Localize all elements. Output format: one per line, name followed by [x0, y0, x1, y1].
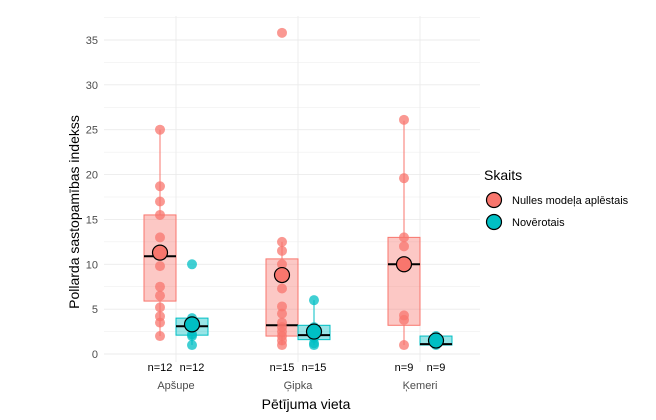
data-point — [399, 340, 409, 351]
y-axis-title: Pollarda sastopamības indekss — [66, 115, 82, 309]
legend-key — [485, 191, 503, 209]
data-point — [155, 181, 165, 192]
mean-marker — [395, 256, 413, 273]
mean-marker — [305, 323, 323, 340]
data-point — [399, 241, 409, 252]
y-tick-label: 30 — [86, 80, 98, 92]
data-point — [155, 311, 165, 322]
data-point — [155, 209, 165, 220]
data-point — [155, 232, 165, 243]
grid-lines — [104, 16, 480, 362]
data-point — [155, 302, 165, 313]
n-labels: n=12 n=15 n=9 n=12 n=15 n=9 — [148, 362, 446, 374]
n-label: n=15 — [270, 362, 295, 374]
mean-marker — [183, 316, 201, 333]
data-point — [309, 295, 319, 306]
legend: Skaits Nulles modeļa aplēstais Novērotais — [484, 167, 629, 231]
y-tick-label: 0 — [92, 349, 98, 361]
legend-label: Novērotais — [512, 217, 565, 229]
data-point — [277, 245, 287, 256]
data-point — [187, 259, 197, 270]
mean-layer — [151, 244, 445, 349]
data-point — [155, 290, 165, 301]
mean-marker — [427, 332, 445, 349]
n-label: n=12 — [148, 362, 173, 374]
data-point — [277, 283, 287, 294]
data-point — [155, 124, 165, 135]
n-label: n=12 — [180, 362, 205, 374]
y-tick-label: 20 — [86, 170, 98, 182]
n-label: n=9 — [395, 362, 414, 374]
data-point — [155, 196, 165, 207]
legend-title: Skaits — [484, 167, 522, 183]
x-tick-label: Ķemeri — [403, 380, 438, 392]
y-tick-label: 25 — [86, 125, 98, 137]
y-tick-label: 35 — [86, 35, 98, 47]
data-point — [399, 114, 409, 125]
data-point — [277, 27, 287, 38]
data-point — [399, 310, 409, 321]
legend-label: Nulles modeļa aplēstais — [512, 195, 629, 207]
data-point — [277, 236, 287, 247]
data-point — [277, 308, 287, 319]
data-point — [155, 281, 165, 292]
y-tick-label: 15 — [86, 214, 98, 226]
y-tick-label: 5 — [92, 304, 98, 316]
mean-marker — [151, 244, 169, 261]
n-label: n=15 — [302, 362, 327, 374]
data-point — [155, 331, 165, 342]
mean-marker — [273, 266, 291, 284]
x-axis-title: Pētījuma vieta — [262, 396, 351, 412]
data-point — [399, 232, 409, 243]
data-point — [155, 261, 165, 272]
x-tick-label: Ģipka — [284, 380, 314, 392]
x-tick-labels: Apšupe Ģipka Ķemeri — [157, 380, 437, 392]
x-tick-label: Apšupe — [157, 380, 194, 392]
data-point — [277, 259, 287, 270]
data-point — [187, 340, 197, 351]
data-point — [277, 317, 287, 328]
y-tick-labels: 0 5 10 15 20 25 30 35 — [86, 35, 98, 361]
data-point — [399, 173, 409, 184]
y-tick-label: 10 — [86, 259, 98, 271]
legend-key — [485, 213, 503, 231]
data-point — [277, 301, 287, 312]
n-label: n=9 — [427, 362, 446, 374]
